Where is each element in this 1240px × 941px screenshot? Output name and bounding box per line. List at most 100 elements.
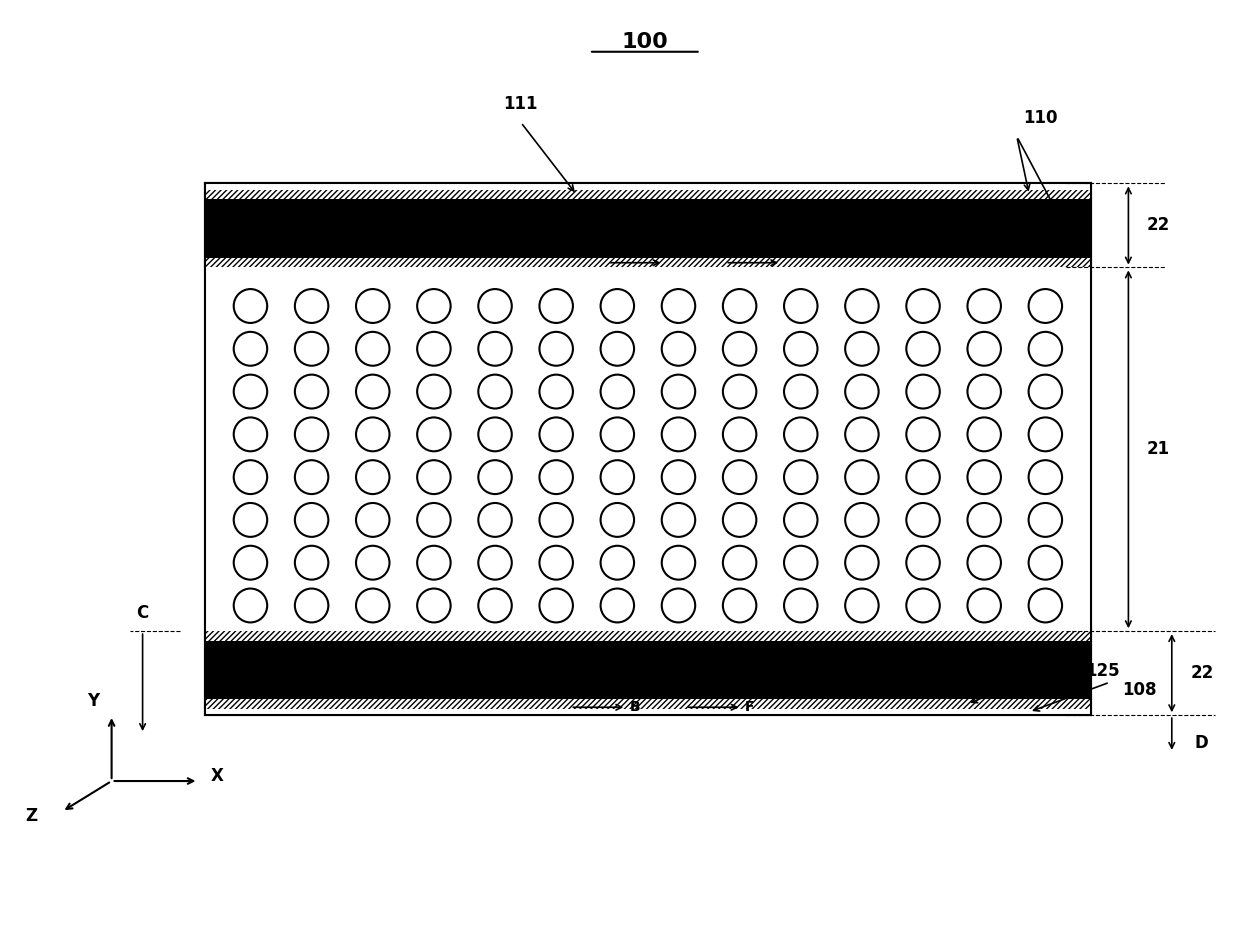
Ellipse shape <box>723 418 756 452</box>
Ellipse shape <box>1029 546 1063 580</box>
Text: B: B <box>630 700 641 714</box>
Ellipse shape <box>356 503 389 537</box>
Ellipse shape <box>539 289 573 323</box>
Ellipse shape <box>295 546 329 580</box>
Bar <box>205 183 1091 715</box>
Ellipse shape <box>1029 588 1063 622</box>
Ellipse shape <box>295 289 329 323</box>
Ellipse shape <box>479 460 512 494</box>
Ellipse shape <box>662 588 696 622</box>
Ellipse shape <box>479 289 512 323</box>
Ellipse shape <box>417 460 450 494</box>
Text: 22: 22 <box>1190 664 1214 682</box>
Ellipse shape <box>967 332 1001 366</box>
Ellipse shape <box>1029 418 1063 452</box>
Bar <box>205 641 1091 699</box>
Ellipse shape <box>967 289 1001 323</box>
Ellipse shape <box>967 546 1001 580</box>
Ellipse shape <box>906 588 940 622</box>
Text: 100: 100 <box>621 32 668 53</box>
Ellipse shape <box>846 289 879 323</box>
Text: 108: 108 <box>1122 680 1157 699</box>
Ellipse shape <box>846 375 879 408</box>
Ellipse shape <box>784 289 817 323</box>
Ellipse shape <box>295 332 329 366</box>
Ellipse shape <box>233 588 267 622</box>
Ellipse shape <box>784 332 817 366</box>
Ellipse shape <box>906 289 940 323</box>
Ellipse shape <box>356 332 389 366</box>
Ellipse shape <box>846 332 879 366</box>
Ellipse shape <box>600 503 634 537</box>
Ellipse shape <box>846 588 879 622</box>
Ellipse shape <box>356 546 389 580</box>
Ellipse shape <box>417 418 450 452</box>
Ellipse shape <box>295 503 329 537</box>
Text: C: C <box>136 604 149 622</box>
Ellipse shape <box>233 332 267 366</box>
Ellipse shape <box>479 503 512 537</box>
Ellipse shape <box>539 418 573 452</box>
Ellipse shape <box>1029 460 1063 494</box>
Text: 125: 125 <box>1085 662 1120 680</box>
Ellipse shape <box>662 418 696 452</box>
Ellipse shape <box>233 546 267 580</box>
Ellipse shape <box>600 289 634 323</box>
Ellipse shape <box>846 503 879 537</box>
Ellipse shape <box>723 460 756 494</box>
Ellipse shape <box>1029 289 1063 323</box>
Text: 111: 111 <box>503 95 538 113</box>
Bar <box>205 183 1091 190</box>
Ellipse shape <box>539 588 573 622</box>
Bar <box>205 258 1091 267</box>
Ellipse shape <box>723 588 756 622</box>
Text: X: X <box>211 767 223 785</box>
Ellipse shape <box>662 375 696 408</box>
Ellipse shape <box>356 588 389 622</box>
Ellipse shape <box>967 418 1001 452</box>
Ellipse shape <box>906 460 940 494</box>
Ellipse shape <box>479 418 512 452</box>
Ellipse shape <box>967 588 1001 622</box>
Ellipse shape <box>600 546 634 580</box>
Bar <box>205 699 1091 709</box>
Ellipse shape <box>906 546 940 580</box>
Ellipse shape <box>1029 332 1063 366</box>
Ellipse shape <box>662 289 696 323</box>
Ellipse shape <box>417 588 450 622</box>
Ellipse shape <box>967 460 1001 494</box>
Ellipse shape <box>784 418 817 452</box>
Ellipse shape <box>846 546 879 580</box>
Text: F: F <box>745 700 755 714</box>
Ellipse shape <box>723 289 756 323</box>
Ellipse shape <box>539 375 573 408</box>
Ellipse shape <box>295 375 329 408</box>
Ellipse shape <box>539 332 573 366</box>
Ellipse shape <box>539 460 573 494</box>
Ellipse shape <box>233 418 267 452</box>
Text: 22: 22 <box>1147 216 1171 234</box>
Ellipse shape <box>906 503 940 537</box>
Ellipse shape <box>906 332 940 366</box>
Ellipse shape <box>233 460 267 494</box>
Ellipse shape <box>662 460 696 494</box>
Text: 21: 21 <box>1147 440 1171 458</box>
Ellipse shape <box>233 503 267 537</box>
Bar <box>205 267 1091 631</box>
Ellipse shape <box>1029 503 1063 537</box>
Ellipse shape <box>967 375 1001 408</box>
Ellipse shape <box>295 588 329 622</box>
Ellipse shape <box>846 460 879 494</box>
Ellipse shape <box>784 460 817 494</box>
Bar <box>205 199 1091 258</box>
Ellipse shape <box>784 588 817 622</box>
Text: Z: Z <box>25 807 37 825</box>
Ellipse shape <box>662 546 696 580</box>
Ellipse shape <box>233 375 267 408</box>
Ellipse shape <box>723 332 756 366</box>
Ellipse shape <box>846 418 879 452</box>
Ellipse shape <box>417 546 450 580</box>
Ellipse shape <box>479 546 512 580</box>
Ellipse shape <box>723 546 756 580</box>
Ellipse shape <box>600 375 634 408</box>
